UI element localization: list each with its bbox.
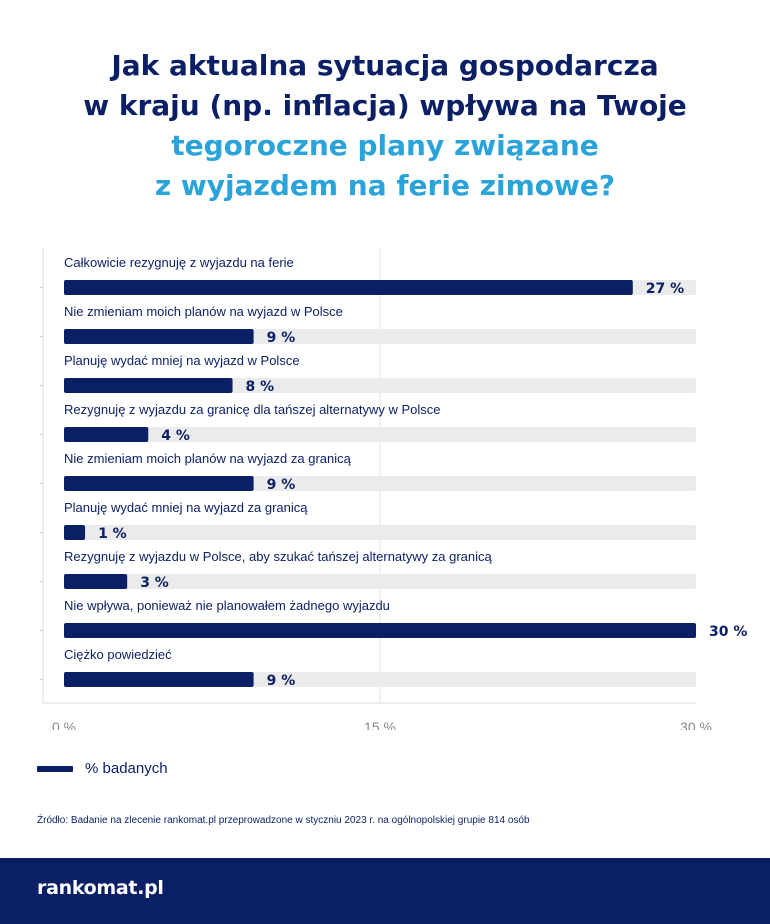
bar (64, 280, 633, 295)
category-label: Rezygnuję z wyjazdu w Polsce, aby szukać… (64, 549, 493, 564)
value-label: 9 % (267, 330, 296, 346)
title-line-2: w kraju (np. inflacja) wpływa na Twoje (83, 89, 687, 122)
category-label: Rezygnuję z wyjazdu za granicę dla tańsz… (64, 402, 440, 417)
bar-track (64, 525, 696, 540)
title-line-4: z wyjazdem na ferie zimowe? (154, 169, 616, 202)
value-label: 27 % (646, 281, 684, 297)
value-label: 9 % (267, 673, 296, 689)
value-label: 1 % (98, 526, 127, 542)
bar (64, 378, 233, 393)
category-label: Planuję wydać mniej na wyjazd w Polsce (64, 353, 300, 368)
title-line-3: tegoroczne plany związane (171, 129, 599, 162)
x-tick-label: 30 % (680, 719, 712, 730)
value-label: 4 % (161, 428, 190, 444)
value-label: 30 % (709, 624, 747, 640)
source-note: Źródło: Badanie na zlecenie rankomat.pl … (37, 815, 530, 826)
rankomat-logo: rankomat.pl (37, 877, 164, 899)
value-label: 8 % (246, 379, 275, 395)
legend: % badanych (37, 760, 168, 777)
category-label: Nie zmieniam moich planów na wyjazd w Po… (64, 304, 343, 319)
value-label: 3 % (140, 575, 169, 591)
bar (64, 525, 86, 540)
x-tick-label: 15 % (364, 719, 396, 730)
bar-track (64, 427, 696, 442)
bar-chart: Całkowicie rezygnuję z wyjazdu na ferie 2… (40, 248, 747, 730)
bar (64, 672, 254, 687)
bar (64, 574, 128, 589)
title-line-1: Jak aktualna sytuacja gospodarcza (111, 49, 659, 82)
category-label: Ciężko powiedzieć (64, 647, 172, 662)
bar (64, 329, 254, 344)
bar (64, 427, 149, 442)
category-label: Nie wpływa, ponieważ nie planowałem żadn… (64, 598, 390, 613)
chart-title: Jak aktualna sytuacja gospodarcza w kraj… (0, 46, 770, 206)
value-label: 9 % (267, 477, 296, 493)
bar (64, 476, 254, 491)
bar (64, 623, 696, 638)
category-label: Planuję wydać mniej na wyjazd za granicą (64, 500, 308, 515)
bar-track (64, 574, 696, 589)
x-tick-label: 0 % (52, 719, 76, 730)
legend-label: % badanych (85, 760, 168, 777)
footer: rankomat.pl (0, 858, 770, 924)
category-label: Nie zmieniam moich planów na wyjazd za g… (64, 451, 352, 466)
legend-swatch (37, 765, 73, 772)
category-label: Całkowicie rezygnuję z wyjazdu na ferie (64, 255, 294, 270)
